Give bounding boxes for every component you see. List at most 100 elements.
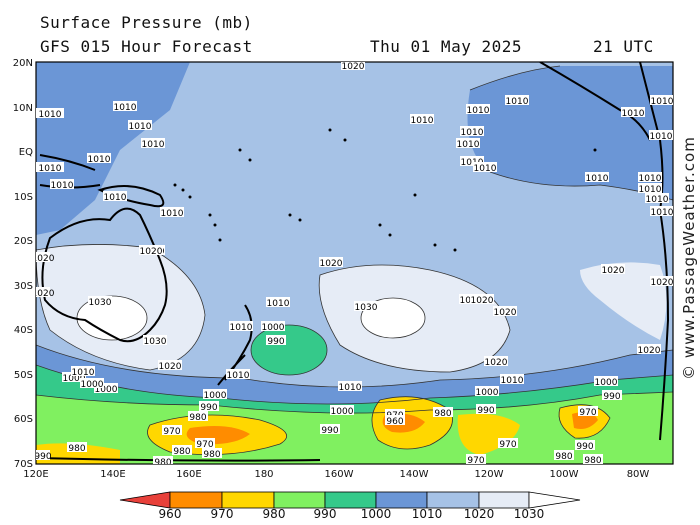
svg-text:970: 970 — [196, 440, 213, 450]
isobar-label: 990 — [602, 390, 622, 402]
lat-label: 10N — [13, 103, 33, 114]
svg-text:1010: 1010 — [646, 195, 669, 205]
svg-text:1010: 1010 — [501, 376, 524, 386]
svg-text:990: 990 — [34, 452, 51, 462]
isobar-label: 1010 — [650, 95, 673, 107]
isobar-label: 1020 — [32, 287, 55, 299]
svg-text:1010: 1010 — [230, 323, 253, 333]
legend-label: 970 — [210, 507, 234, 521]
isobar-label: 1010 — [460, 126, 484, 138]
svg-text:1030: 1030 — [89, 298, 112, 308]
isobar-label: 970 — [466, 454, 486, 464]
isobar-label: 1020 — [484, 356, 508, 368]
isobar-label: 1010 — [128, 120, 152, 132]
svg-text:1010: 1010 — [457, 140, 480, 150]
svg-text:1010: 1010 — [267, 299, 290, 309]
lon-label: 140E — [100, 469, 125, 480]
forecast-date: Thu 01 May 2025 — [370, 37, 522, 56]
svg-text:1010: 1010 — [39, 164, 62, 174]
isobar-label: 1010 — [338, 381, 362, 393]
lon-label: 160E — [176, 469, 201, 480]
legend-swatch-960-970 — [169, 491, 223, 509]
isobar-label: 1010 — [500, 374, 524, 386]
isobar-label: 1020 — [637, 344, 661, 356]
legend-label: 990 — [313, 507, 337, 521]
latitude-axis: 20N 10N EQ 10S 20S 30S 40S 50S 60S 70S — [13, 58, 33, 470]
isobar-label: 1010 — [103, 191, 127, 203]
svg-text:1020: 1020 — [140, 247, 163, 257]
pacific-islands — [173, 128, 597, 252]
svg-text:1010: 1010 — [650, 132, 673, 142]
svg-text:1020: 1020 — [638, 346, 661, 356]
legend-label: 960 — [158, 507, 182, 521]
isobar-label: 980 — [67, 442, 87, 454]
isobar-label: 1000 — [203, 389, 227, 401]
isobar-label: 1010 — [71, 366, 95, 378]
svg-text:990: 990 — [477, 406, 494, 416]
isobar-label: 1010 — [638, 183, 662, 195]
lon-label: 120W — [475, 469, 504, 480]
svg-text:1020: 1020 — [320, 259, 343, 269]
svg-text:990: 990 — [576, 442, 593, 452]
isobar-label: 980 — [583, 454, 603, 466]
svg-text:1000: 1000 — [595, 378, 618, 388]
isobar-label: 1010 — [649, 130, 673, 142]
isobar-label: 990 — [575, 440, 595, 452]
svg-text:1010: 1010 — [51, 181, 74, 191]
legend-swatch-970-980 — [221, 491, 275, 509]
isobar-label: 1010 — [505, 95, 529, 107]
isobar-label: 1010 — [141, 138, 165, 150]
lat-label: EQ — [19, 147, 33, 158]
pressure-fill — [36, 62, 673, 464]
svg-text:1020: 1020 — [32, 254, 55, 264]
svg-text:1000: 1000 — [331, 407, 354, 417]
svg-text:990: 990 — [267, 337, 284, 347]
isobar-label: 1020 — [601, 264, 625, 276]
isobar-label: 990 — [34, 450, 52, 462]
coastlines — [36, 62, 670, 462]
isobar-label: 1020 — [158, 360, 182, 372]
isobar-label: 980 — [172, 445, 192, 457]
svg-text:980: 980 — [584, 456, 601, 466]
isobar-label: 970 — [498, 438, 518, 450]
isobar-label: 1020 — [341, 62, 365, 72]
svg-text:1020: 1020 — [159, 362, 182, 372]
isobar-label: 1010 — [113, 101, 137, 113]
svg-text:1010: 1010 — [411, 116, 434, 126]
lat-label: 60S — [14, 414, 33, 425]
isobar-label: 1020 — [470, 294, 494, 306]
svg-text:1020: 1020 — [342, 62, 365, 72]
lon-label: 120E — [23, 469, 48, 480]
legend-label: 1010 — [411, 507, 443, 521]
svg-text:980: 980 — [154, 458, 171, 468]
isobar-label: 1020 — [493, 306, 517, 318]
svg-text:980: 980 — [68, 444, 85, 454]
legend-label: 1000 — [360, 507, 392, 521]
lat-label: 50S — [14, 370, 33, 381]
svg-text:1010: 1010 — [461, 128, 484, 138]
svg-text:980: 980 — [555, 452, 572, 462]
svg-text:1010: 1010 — [142, 140, 165, 150]
svg-text:1000: 1000 — [262, 323, 285, 333]
svg-text:1000: 1000 — [95, 385, 118, 395]
legend-swatch-1020-1030 — [478, 491, 530, 509]
isobar-label: 1010 — [36, 162, 64, 174]
svg-text:1010: 1010 — [506, 97, 529, 107]
isobar-label: 970 — [578, 406, 598, 418]
svg-text:1020: 1020 — [32, 289, 55, 299]
svg-text:1010: 1010 — [114, 103, 137, 113]
isobar-label: 1000 — [94, 383, 118, 395]
lon-label: 160W — [325, 469, 354, 480]
isobar-label: 1010 — [226, 369, 250, 381]
isobar-label: 1010 — [50, 179, 74, 191]
svg-text:1010: 1010 — [161, 209, 184, 219]
longitude-axis: 120E 140E 160E 180 160W 140W 120W 100W 8… — [23, 469, 649, 480]
svg-text:1010: 1010 — [104, 193, 127, 203]
isobar-label: 1000 — [594, 376, 618, 388]
svg-text:1030: 1030 — [144, 337, 167, 347]
isobar-label: 1030 — [354, 301, 378, 313]
isobar-label: 1010 — [36, 108, 64, 120]
svg-text:1020: 1020 — [602, 266, 625, 276]
svg-text:1000: 1000 — [204, 391, 227, 401]
